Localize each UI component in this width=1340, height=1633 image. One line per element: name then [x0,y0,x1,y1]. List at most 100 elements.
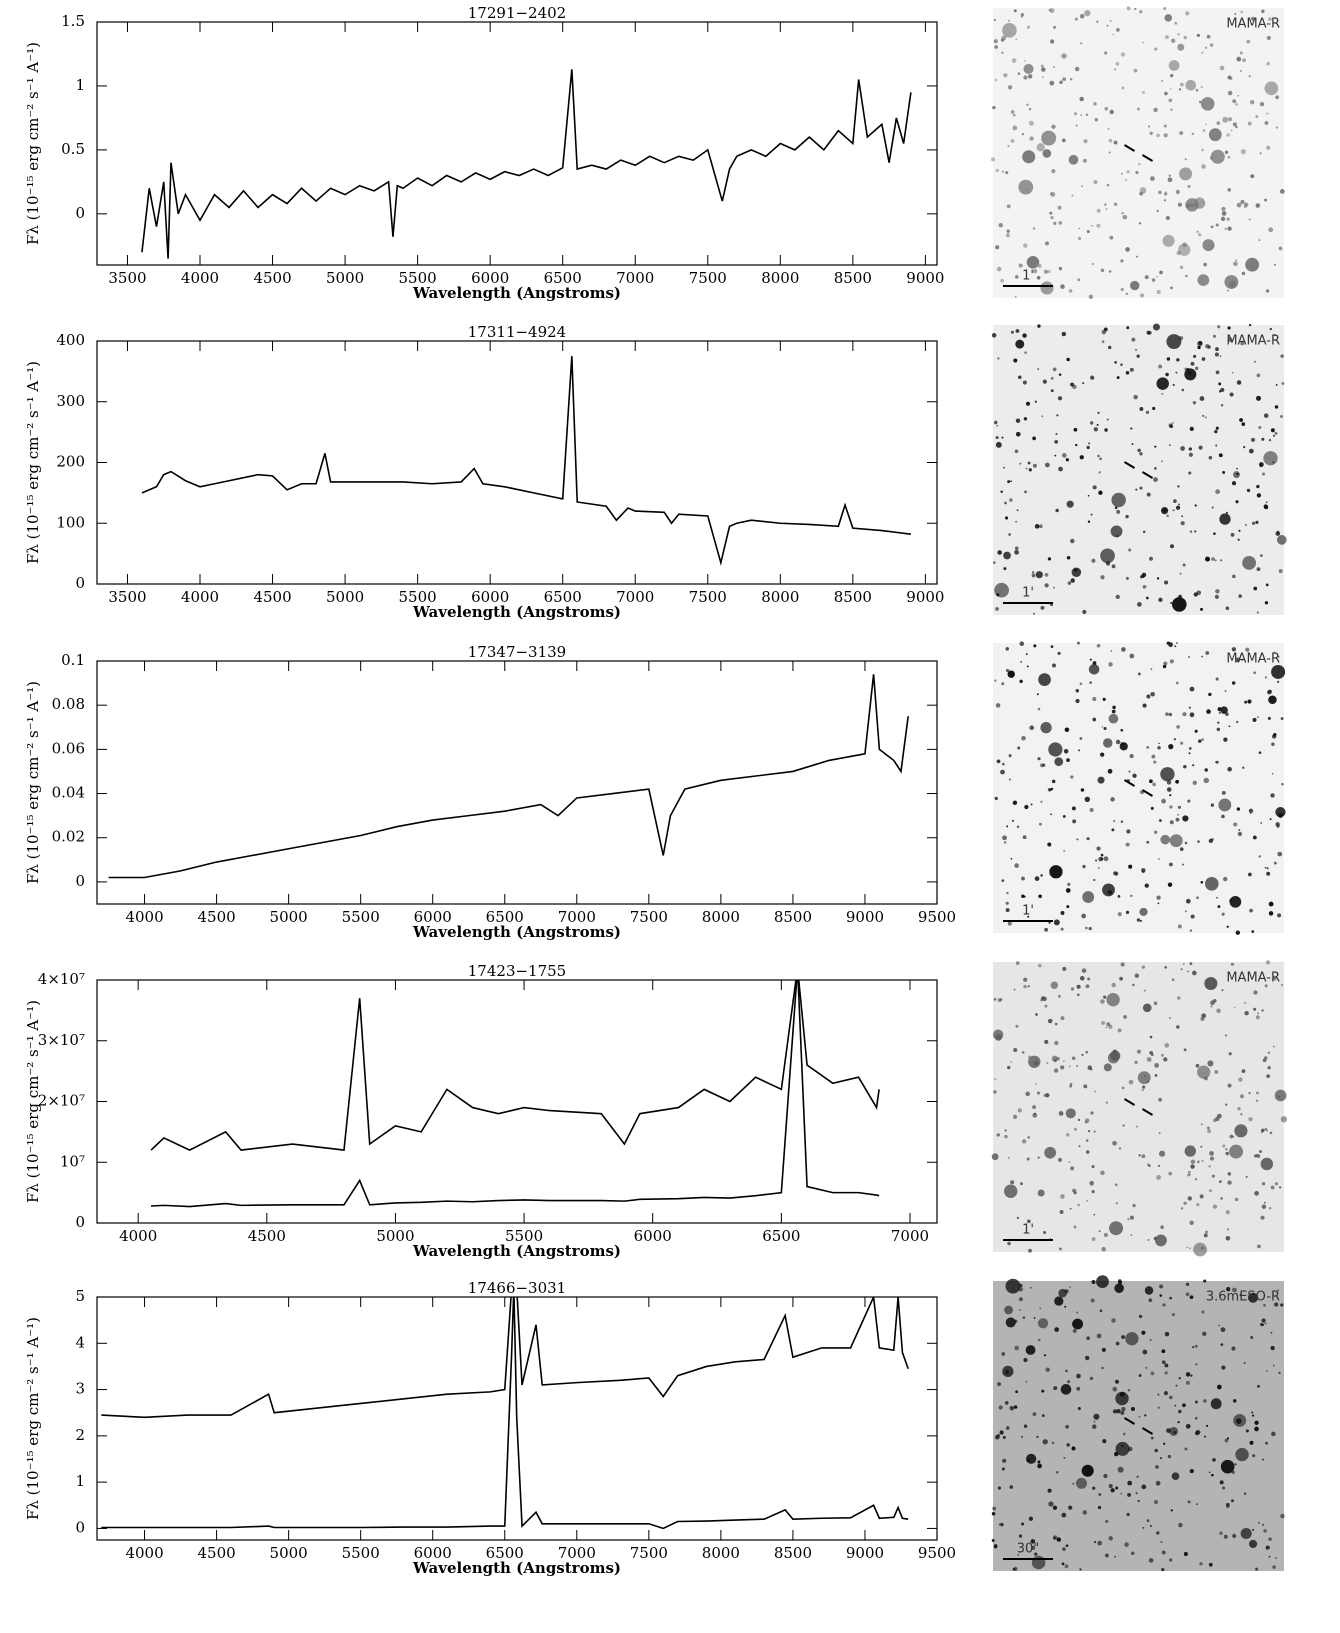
plot-lines [141,356,911,566]
star [1114,361,1117,364]
star [1056,1471,1059,1474]
star [1070,987,1075,991]
star [1222,1486,1226,1490]
star [1163,124,1167,128]
star [1210,1005,1213,1008]
star [1266,867,1269,870]
star [1065,1108,1076,1119]
star [1097,1505,1102,1510]
star [1248,1091,1251,1095]
star [1066,1443,1070,1447]
star [1225,712,1229,716]
star [1064,1564,1069,1569]
star [1240,1113,1243,1116]
star [1197,345,1201,350]
star [1192,780,1197,785]
star [1037,757,1041,761]
star [1112,1386,1118,1392]
star [1194,530,1197,533]
star [1091,263,1094,265]
star [1201,655,1203,658]
star [1175,1384,1178,1387]
x-tick-label: 8500 [834,588,872,606]
chart-title: 17291−2402 [468,4,566,22]
star [1166,334,1182,350]
star [1226,133,1230,137]
star [1143,989,1146,992]
star [1001,51,1004,54]
star [1139,10,1143,14]
star [1004,1401,1009,1405]
star [1078,749,1081,752]
star [1043,1354,1047,1357]
star [1226,1505,1230,1509]
star [1214,352,1219,357]
star [1189,1220,1194,1225]
star [1070,775,1074,779]
star [1273,651,1276,654]
star [1003,567,1007,571]
star [1114,1451,1119,1457]
star [1211,557,1215,561]
star [1253,990,1258,995]
star [1037,707,1041,711]
star [1044,1146,1057,1159]
star [1278,246,1283,251]
star [1245,257,1260,272]
star [1019,1297,1023,1302]
star [1216,1008,1221,1014]
star [1145,410,1150,414]
star [1141,572,1147,578]
star [1060,284,1065,289]
star [1160,767,1175,782]
star [1158,819,1162,822]
star [1161,1349,1166,1354]
star [1138,1415,1141,1418]
star [1185,1423,1191,1429]
star [995,168,999,173]
star [1094,1541,1097,1544]
star [1004,1184,1018,1198]
star [1248,1539,1258,1549]
star [1226,1287,1231,1292]
star [1236,380,1242,385]
star [1142,703,1147,708]
star [1204,416,1207,419]
star [1232,1135,1235,1138]
star [1179,131,1184,135]
star [1116,509,1121,514]
star [1172,422,1174,424]
star [1241,1069,1246,1073]
star [1278,813,1283,818]
star [1248,808,1254,813]
star [1081,1053,1084,1057]
scale-label: 1' [1022,586,1034,601]
star [1103,1473,1108,1479]
spectrum-line [141,356,911,566]
star [1170,286,1173,290]
scale-label: 1' [1022,904,1034,919]
star [1156,133,1160,138]
star [1195,1363,1198,1366]
star [1121,1406,1126,1412]
star [1206,1126,1210,1130]
star [1015,1024,1019,1028]
star [993,1090,997,1094]
y-tick-label: 100 [56,513,85,531]
star [1168,98,1173,103]
star [1028,468,1032,472]
star [1280,983,1284,987]
star [1030,1539,1036,1544]
star [1212,1204,1218,1209]
star [1041,1389,1045,1393]
star [1136,1475,1139,1478]
star [1001,879,1005,882]
star [1240,341,1245,346]
star [1260,822,1263,824]
star [1141,1484,1147,1490]
star [1085,1139,1089,1142]
star [1277,680,1280,683]
star [1096,643,1101,648]
star [1117,895,1121,898]
star [1183,1048,1187,1052]
